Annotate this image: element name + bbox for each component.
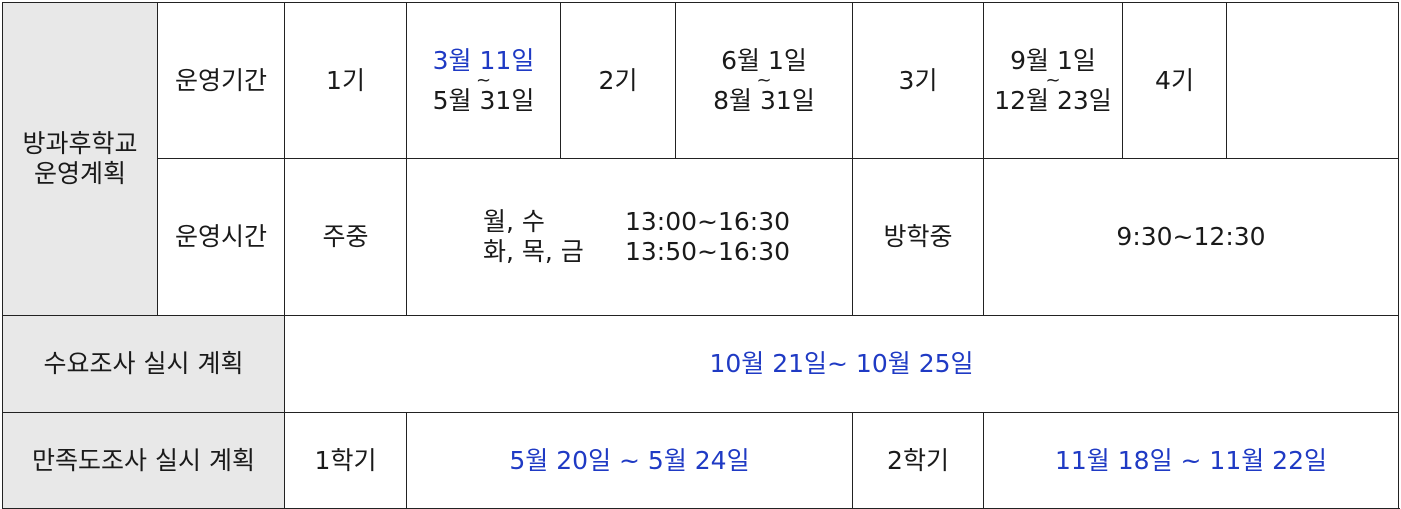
section-title-line-1: 방과후학교 [22, 129, 138, 158]
survey-label: 수요조사 실시 계획 [2, 315, 285, 413]
weekday-hours-row-2: 화, 목, 금 13:50~16:30 [408, 237, 852, 267]
term-1-name: 1기 [284, 2, 407, 159]
term-4-dates [1226, 2, 1399, 159]
weekday-time-2: 13:50~16:30 [625, 237, 791, 266]
term-2-end: 8월 31일 [713, 85, 815, 115]
term-3-name: 3기 [852, 2, 984, 159]
section-title-cell: 방과후학교 운영계획 [2, 2, 158, 316]
weekday-hours: 월, 수 13:00~16:30 화, 목, 금 13:50~16:30 [406, 158, 853, 316]
weekday-time-1: 13:00~16:30 [625, 207, 791, 236]
satisfaction-row: 만족도조사 실시 계획 1학기 5월 20일 ~ 5월 24일 2학기 11월 … [2, 412, 1399, 509]
semester-1-dates: 5월 20일 ~ 5월 24일 [406, 412, 853, 509]
vacation-hours: 9:30~12:30 [983, 158, 1399, 316]
semester-2-dates: 11월 18일 ~ 11월 22일 [983, 412, 1399, 509]
hours-label: 운영시간 [157, 158, 285, 316]
weekday-hours-row-1: 월, 수 13:00~16:30 [408, 207, 852, 237]
term-3-dates: 9월 1일 ~ 12월 23일 [983, 2, 1123, 159]
term-3-start: 9월 1일 [1010, 45, 1096, 75]
vacation-label: 방학중 [852, 158, 984, 316]
term-4-name: 4기 [1122, 2, 1227, 159]
hours-row: 운영시간 주중 월, 수 13:00~16:30 화, 목, 금 13:50~16:… [3, 158, 1399, 316]
term-3-end: 12월 23일 [994, 85, 1112, 115]
weekday-days-1: 월, 수 [483, 207, 545, 236]
term-2-tilde: ~ [756, 69, 772, 91]
term-1-end: 5월 31일 [432, 85, 535, 115]
term-3-tilde: ~ [1045, 69, 1061, 91]
term-2-dates: 6월 1일 ~ 8월 31일 [675, 2, 853, 159]
term-1-tilde: ~ [475, 69, 492, 91]
satisfaction-label: 만족도조사 실시 계획 [2, 412, 285, 509]
term-2-name: 2기 [560, 2, 676, 159]
semester-1-label: 1학기 [284, 412, 407, 509]
weekday-label: 주중 [284, 158, 407, 316]
semester-2-label: 2학기 [852, 412, 984, 509]
term-2-start: 6월 1일 [721, 45, 807, 75]
period-label: 운영기간 [157, 2, 285, 159]
survey-dates: 10월 21일~ 10월 25일 [284, 315, 1399, 413]
weekday-days-2: 화, 목, 금 [483, 237, 584, 266]
section-title-line-2: 운영계획 [33, 159, 126, 188]
term-1-dates: 3월 11일 ~ 5월 31일 [406, 2, 561, 159]
survey-row: 수요조사 실시 계획 10월 21일~ 10월 25일 [2, 315, 1399, 413]
term-1-start: 3월 11일 [432, 45, 535, 75]
period-row: 방과후학교 운영계획 운영기간 1기 3월 11일 ~ 5월 31일 2기 6월… [2, 2, 1399, 316]
